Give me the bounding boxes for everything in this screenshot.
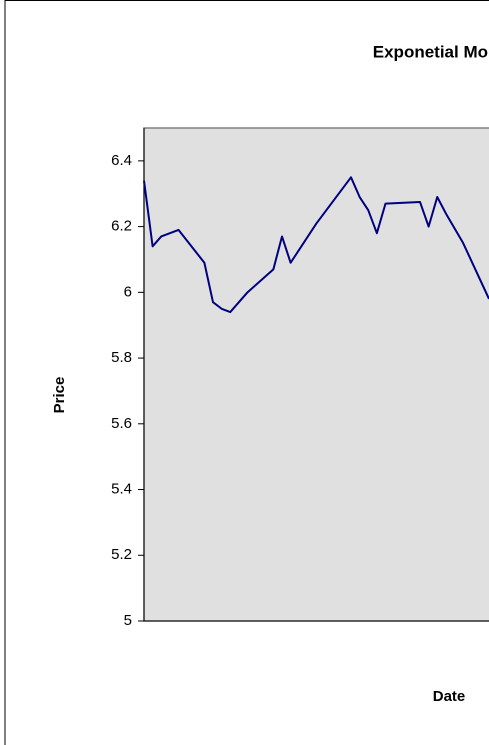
chart-title: Exponetial Mo [373, 42, 488, 61]
y-tick-label: 6 [124, 283, 132, 300]
x-axis-label: Date [433, 688, 466, 705]
plot-area [143, 127, 489, 622]
y-axis-label: Price [51, 377, 68, 414]
y-tick-label: 6.4 [111, 152, 132, 169]
y-tick-label: 5.2 [111, 546, 132, 563]
y-tick-label: 5 [124, 612, 132, 629]
y-tick-label: 6.2 [111, 218, 132, 235]
y-tick-label: 5.8 [111, 349, 132, 366]
y-tick-label: 5.4 [111, 481, 132, 498]
line-series [143, 176, 489, 314]
y-tick-label: 5.6 [111, 415, 132, 432]
